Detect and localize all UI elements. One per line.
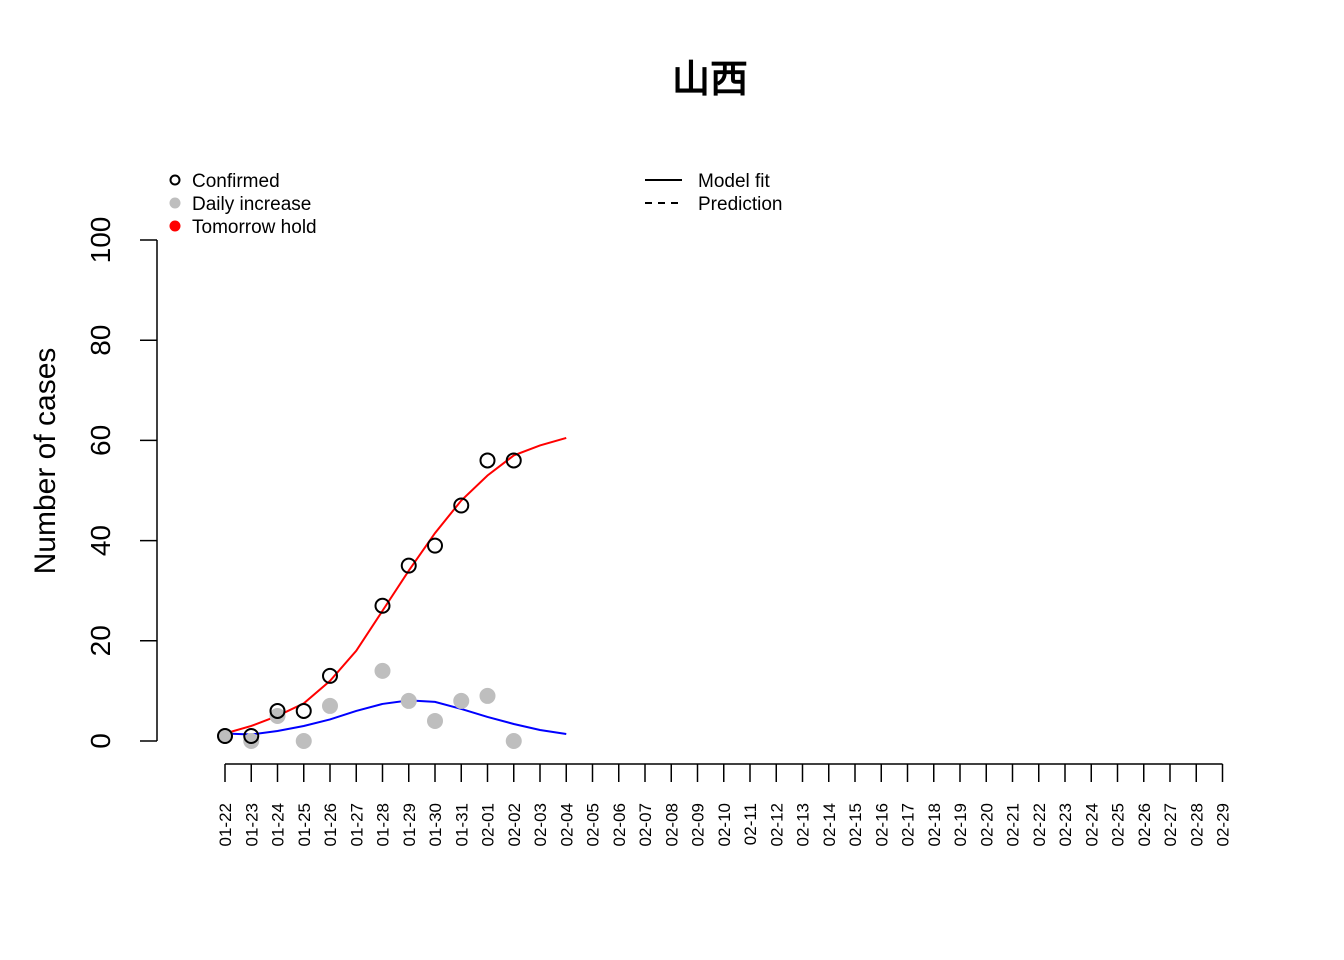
x-tick-label: 02-23 xyxy=(1056,803,1075,846)
x-tick-label: 02-09 xyxy=(689,803,708,846)
x-tick-label: 02-14 xyxy=(820,803,839,846)
confirmed-point xyxy=(400,557,417,574)
daily-increase-point xyxy=(479,687,496,704)
y-tick-label: 60 xyxy=(85,425,116,456)
confirmed-point xyxy=(479,452,496,469)
x-tick-label: 02-29 xyxy=(1214,803,1233,846)
y-tick-label: 80 xyxy=(85,325,116,356)
y-tick-label: 20 xyxy=(85,625,116,656)
x-tick-label: 01-26 xyxy=(321,803,340,846)
x-tick-label: 01-23 xyxy=(242,803,261,846)
x-tick-label: 02-10 xyxy=(715,803,734,846)
confirmed-point xyxy=(295,702,312,719)
legend-marker xyxy=(169,197,181,209)
daily-increase-point xyxy=(217,727,233,744)
points-layer xyxy=(217,452,522,749)
x-tick-label: 02-02 xyxy=(505,803,524,846)
x-tick-label: 01-27 xyxy=(347,803,366,846)
x-tick-label: 01-28 xyxy=(374,803,393,846)
x-tick-label: 01-30 xyxy=(426,803,445,846)
legend-label: Prediction xyxy=(698,194,783,215)
confirmed-point xyxy=(453,497,470,514)
y-tick-label: 100 xyxy=(85,217,116,264)
x-tick-label: 02-28 xyxy=(1187,803,1206,846)
x-tick-label: 02-04 xyxy=(557,803,576,846)
daily-increase-point xyxy=(374,662,391,679)
x-tick-label: 02-22 xyxy=(1030,803,1049,846)
daily-increase-point xyxy=(269,707,286,724)
daily-increase-point xyxy=(427,712,443,729)
legend-marker xyxy=(169,174,181,186)
daily-increase-point xyxy=(505,733,522,749)
x-tick-label: 02-27 xyxy=(1161,803,1180,846)
legend-label: Tomorrow hold xyxy=(192,217,317,238)
x-tick-label: 01-25 xyxy=(295,803,314,846)
x-tick-label: 01-31 xyxy=(452,803,471,846)
x-tick-label: 01-29 xyxy=(400,803,419,846)
x-tick-label: 02-17 xyxy=(899,803,918,846)
daily-increase-point xyxy=(453,692,470,709)
legend-label: Daily increase xyxy=(192,194,311,215)
daily-fit-line xyxy=(224,699,567,736)
x-tick-label: 02-13 xyxy=(794,803,813,846)
x-tick-label: 02-01 xyxy=(479,803,498,846)
confirmed-point xyxy=(217,727,233,744)
confirmed-point xyxy=(269,702,286,719)
x-tick-label: 02-07 xyxy=(636,803,655,846)
daily-increase-point xyxy=(400,692,417,709)
legend-label: Model fit xyxy=(698,171,771,192)
x-tick-label: 02-26 xyxy=(1135,803,1154,846)
confirmed-point xyxy=(322,667,338,684)
x-tick-label: 02-21 xyxy=(1004,803,1023,846)
x-tick-label: 02-16 xyxy=(872,803,891,846)
x-tick-label: 02-15 xyxy=(846,803,865,846)
x-tick-label: 02-19 xyxy=(951,803,970,846)
x-tick-label: 02-05 xyxy=(584,803,603,846)
x-tick-label: 02-11 xyxy=(741,803,760,845)
y-tick-label: 40 xyxy=(85,525,116,556)
y-tick-label: 0 xyxy=(85,733,116,749)
confirmed-point xyxy=(374,597,391,614)
x-tick-label: 02-06 xyxy=(610,803,629,846)
lines-layer xyxy=(224,436,567,736)
confirmed-point xyxy=(427,537,443,554)
daily-increase-point xyxy=(295,733,312,749)
axes-layer: 0 20 40 60 80 100 01-22 01-23 01-24 01-25 01-26 01-… xyxy=(85,217,1233,847)
y-axis-title: Number of cases xyxy=(29,348,62,575)
daily-increase-point xyxy=(243,733,260,749)
x-tick-label: 02-24 xyxy=(1082,803,1101,846)
x-tick-label: 02-25 xyxy=(1109,803,1128,846)
x-tick-label: 02-12 xyxy=(767,803,786,846)
confirmed-point xyxy=(505,452,522,469)
x-tick-label: 02-08 xyxy=(662,803,681,846)
x-tick-label: 02-18 xyxy=(925,803,944,846)
chart-title: 山西 xyxy=(672,57,748,101)
confirmed-fit-line xyxy=(224,436,567,735)
daily-increase-point xyxy=(322,697,338,714)
legend-marker xyxy=(169,220,181,232)
x-tick-label: 02-03 xyxy=(531,803,550,846)
confirmed-point xyxy=(243,727,260,744)
x-tick-label: 01-22 xyxy=(216,803,235,846)
x-tick-label: 01-24 xyxy=(269,803,288,846)
x-tick-label: 02-20 xyxy=(977,803,996,846)
legend-label: Confirmed xyxy=(192,171,280,192)
